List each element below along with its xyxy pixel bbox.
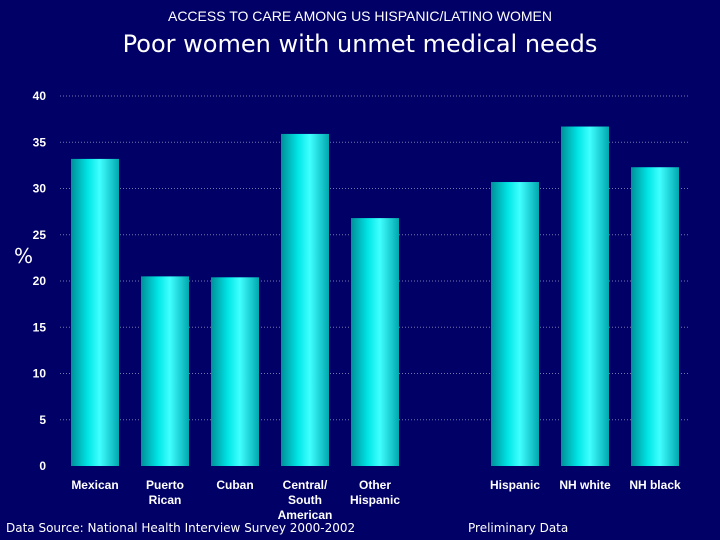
y-tick-label: 0 xyxy=(39,459,46,473)
x-category-label: South xyxy=(288,493,322,507)
x-category-label: Cuban xyxy=(216,478,253,492)
x-category-label: Rican xyxy=(149,493,182,507)
y-tick-label: 10 xyxy=(33,367,47,381)
preliminary-note: Preliminary Data xyxy=(468,521,569,535)
y-tick-label: 25 xyxy=(33,228,47,242)
bars xyxy=(71,126,679,467)
bar xyxy=(491,182,539,466)
x-category-label: Hispanic xyxy=(350,493,400,507)
x-category-label: American xyxy=(278,508,333,522)
x-category-label: NH white xyxy=(559,478,611,492)
x-category-label: Puerto xyxy=(146,478,184,492)
y-tick-label: 5 xyxy=(39,413,46,427)
y-tick-label: 20 xyxy=(33,274,47,288)
slide-supertitle: ACCESS TO CARE AMONG US HISPANIC/LATINO … xyxy=(167,8,553,24)
x-category-label: Hispanic xyxy=(490,478,540,492)
data-source-note: Data Source: National Health Interview S… xyxy=(6,521,356,535)
bar xyxy=(561,126,609,467)
x-category-label: Mexican xyxy=(71,478,118,492)
y-axis-label: % xyxy=(14,244,34,268)
y-tick-label: 15 xyxy=(33,320,47,334)
bar xyxy=(71,158,119,466)
chart-title: Poor women with unmet medical needs xyxy=(122,30,598,58)
x-category-label: Central/ xyxy=(283,478,328,492)
y-tick-label: 40 xyxy=(33,89,47,103)
bar xyxy=(351,218,399,466)
y-axis-ticks: 0 5 10 15 20 25 30 35 40 xyxy=(33,89,47,473)
y-tick-label: 35 xyxy=(33,135,47,149)
x-category-label: NH black xyxy=(629,478,681,492)
bar xyxy=(631,167,679,466)
y-tick-label: 30 xyxy=(33,182,47,196)
bar xyxy=(281,133,329,467)
bar xyxy=(141,276,189,466)
x-category-label: Other xyxy=(359,478,391,492)
bar xyxy=(211,277,259,466)
